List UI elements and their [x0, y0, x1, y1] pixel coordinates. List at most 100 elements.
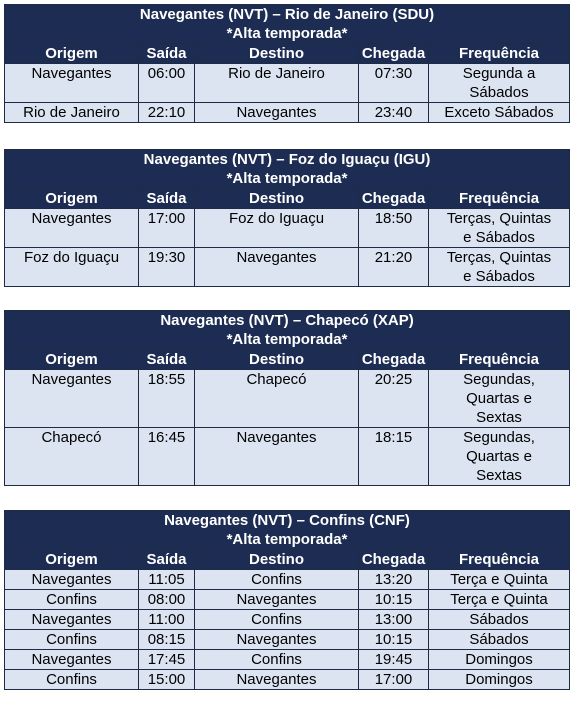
table-cell: Navegantes	[4, 63, 139, 103]
table-cell: Navegantes	[4, 609, 139, 630]
column-header: Chegada	[358, 43, 429, 64]
table-cell: Sábados	[428, 629, 570, 650]
table-cell: Chapecó	[194, 369, 359, 428]
table-cell: 13:00	[358, 609, 429, 630]
table-cell: 10:15	[358, 589, 429, 610]
route-name: Navegantes (NVT) – Confins (CNF)	[164, 512, 410, 529]
route-title: Navegantes (NVT) – Foz do Iguaçu (IGU) *A…	[3, 149, 571, 189]
table-cell: 11:00	[138, 609, 195, 630]
table-row: Navegantes 18:55 Chapecó 20:25 Segundas, Quar…	[4, 369, 571, 428]
table-cell: 21:20	[358, 247, 429, 287]
column-header: Origem	[4, 188, 139, 209]
table-cell: 22:10	[138, 102, 195, 123]
column-header: Chegada	[358, 549, 429, 570]
season-label: *Alta temporada*	[226, 25, 348, 42]
route-name: Navegantes (NVT) – Chapecó (XAP)	[160, 312, 414, 329]
column-header: Destino	[194, 188, 359, 209]
table-row: Navegantes 17:00 Foz do Iguaçu 18:50 Terças,…	[4, 208, 571, 248]
table-cell: Domingos	[428, 669, 570, 690]
route-table: Navegantes (NVT) – Rio de Janeiro (SDU) *…	[3, 4, 571, 123]
table-cell: 18:15	[358, 427, 429, 486]
column-header: Frequência	[427, 188, 571, 209]
route-table: Navegantes (NVT) – Confins (CNF) *Alta te…	[4, 510, 570, 690]
table-cell: Navegantes	[4, 208, 139, 248]
table-cell: Navegantes	[194, 589, 359, 610]
table-row: Foz do Iguaçu 19:30 Navegantes 21:20 Terças,…	[4, 247, 571, 287]
route-title: Navegantes (NVT) – Confins (CNF) *Alta te…	[4, 510, 570, 550]
table-cell: Confins	[194, 649, 359, 670]
table-cell: 08:15	[138, 629, 195, 650]
table-cell: Exceto Sábados	[427, 102, 571, 123]
route-table: Navegantes (NVT) – Foz do Iguaçu (IGU) *A…	[3, 149, 571, 287]
table-cell: 08:00	[138, 589, 195, 610]
column-header: Saída	[138, 188, 195, 209]
table-cell: 19:45	[358, 649, 429, 670]
column-header: Destino	[194, 43, 359, 64]
route-table: Navegantes (NVT) – Chapecó (XAP) *Alta te…	[3, 310, 571, 486]
table-cell: Navegantes	[4, 369, 139, 428]
table-row: Navegantes 06:00 Rio de Janeiro 07:30 Segund…	[4, 63, 571, 103]
table-cell: Navegantes	[194, 247, 359, 287]
table-cell: 18:55	[138, 369, 195, 428]
table-cell: Confins	[4, 589, 139, 610]
table-cell: Confins	[4, 629, 139, 650]
table-cell: Navegantes	[4, 649, 139, 670]
season-label: *Alta temporada*	[226, 331, 348, 348]
route-title: Navegantes (NVT) – Rio de Janeiro (SDU) *…	[3, 4, 571, 44]
table-row: Confins 15:00 Navegantes 17:00 Domingos	[4, 669, 570, 690]
table-cell: 20:25	[358, 369, 429, 428]
table-cell: 11:05	[138, 569, 195, 590]
season-label: *Alta temporada*	[226, 531, 348, 548]
table-cell: Terça e Quinta	[428, 569, 570, 590]
table-cell: Foz do Iguaçu	[4, 247, 139, 287]
table-row: Navegantes 17:45 Confins 19:45 Domingos	[4, 649, 570, 670]
table-cell: Chapecó	[4, 427, 139, 486]
table-row: Chapecó 16:45 Navegantes 18:15 Segundas, Quar…	[4, 427, 571, 486]
table-cell: Navegantes	[194, 102, 359, 123]
route-name: Navegantes (NVT) – Foz do Iguaçu (IGU)	[143, 151, 431, 168]
route-name: Navegantes (NVT) – Rio de Janeiro (SDU)	[139, 6, 435, 23]
table-row: Navegantes 11:05 Confins 13:20 Terça e Quint…	[4, 569, 570, 590]
column-header: Saída	[138, 43, 195, 64]
table-cell: Navegantes	[194, 669, 359, 690]
table-cell: 15:00	[138, 669, 195, 690]
table-cell: 07:30	[358, 63, 429, 103]
table-cell: 19:30	[138, 247, 195, 287]
table-cell: Domingos	[428, 649, 570, 670]
table-cell: Segundas, Quartas e Sextas	[427, 369, 571, 428]
column-header: Chegada	[358, 349, 429, 370]
table-cell: Navegantes	[4, 569, 139, 590]
table-cell: Terças, Quintas e Sábados	[427, 247, 571, 287]
table-cell: Navegantes	[194, 427, 359, 486]
column-header: Origem	[4, 349, 139, 370]
table-cell: Confins	[194, 569, 359, 590]
table-cell: Rio de Janeiro	[4, 102, 139, 123]
column-header: Chegada	[358, 188, 429, 209]
table-cell: 18:50	[358, 208, 429, 248]
season-label: *Alta temporada*	[226, 170, 348, 187]
column-header: Destino	[194, 349, 359, 370]
table-cell: Navegantes	[194, 629, 359, 650]
table-cell: Terça e Quinta	[428, 589, 570, 610]
table-cell: Confins	[194, 609, 359, 630]
table-cell: 10:15	[358, 629, 429, 650]
column-header: Saída	[138, 549, 195, 570]
column-header: Frequência	[427, 349, 571, 370]
table-row: Rio de Janeiro 22:10 Navegantes 23:40 Exceto…	[4, 102, 571, 123]
table-cell: Segunda a Sábados	[427, 63, 571, 103]
column-header: Destino	[194, 549, 359, 570]
table-cell: 06:00	[138, 63, 195, 103]
table-cell: Sábados	[428, 609, 570, 630]
table-cell: Terças, Quintas e Sábados	[427, 208, 571, 248]
table-cell: 13:20	[358, 569, 429, 590]
table-cell: 16:45	[138, 427, 195, 486]
table-cell: 17:45	[138, 649, 195, 670]
table-row: Confins 08:00 Navegantes 10:15 Terça e Quint…	[4, 589, 570, 610]
table-row: Confins 08:15 Navegantes 10:15 Sábados	[4, 629, 570, 650]
table-cell: 23:40	[358, 102, 429, 123]
table-cell: 17:00	[358, 669, 429, 690]
route-title: Navegantes (NVT) – Chapecó (XAP) *Alta te…	[3, 310, 571, 350]
table-cell: Rio de Janeiro	[194, 63, 359, 103]
table-cell: Confins	[4, 669, 139, 690]
table-row: Navegantes 11:00 Confins 13:00 Sábados	[4, 609, 570, 630]
